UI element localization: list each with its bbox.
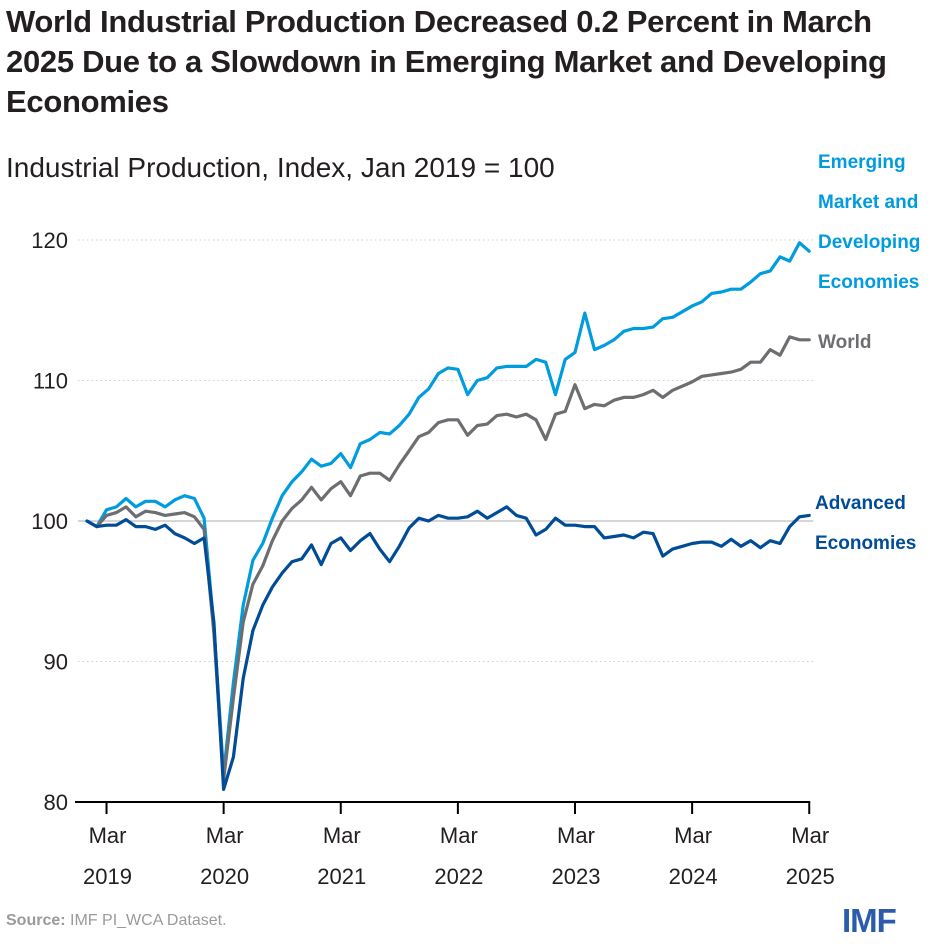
source-note: Source: IMF PI_WCA Dataset. <box>6 912 227 930</box>
series-label: Developing <box>818 232 920 253</box>
x-tick-label-year: 2023 <box>552 864 601 889</box>
chart-title: World Industrial Production Decreased 0.… <box>6 4 887 119</box>
x-axis: Mar 2019 Mar 2020 Mar 2021 Mar 2022 Mar 2023 Mar 20… <box>75 801 835 889</box>
y-tick-label: 90 <box>44 650 68 675</box>
x-tick-label-year: 2020 <box>200 864 249 889</box>
series-label: World <box>818 332 871 353</box>
series-line-emerging-market-and-developing-economies <box>85 241 811 776</box>
series-label: Economies <box>815 533 916 554</box>
y-tick-label: 110 <box>33 369 68 394</box>
series-labels: Emerging Market and Developing Economies Wor… <box>815 152 920 554</box>
y-axis-ticks: 80 90 100 110 120 <box>31 228 68 815</box>
series-label: Economies <box>818 272 919 293</box>
x-tick-label-month: Mar <box>440 823 478 848</box>
y-tick-label: 100 <box>31 509 68 534</box>
series-line-advanced-economies <box>85 505 811 791</box>
x-tick-label-month: Mar <box>674 823 712 848</box>
series-line-world <box>85 335 811 782</box>
x-tick-label-year: 2019 <box>83 864 132 889</box>
y-tick-label: 80 <box>44 790 68 815</box>
source-label: Source: <box>6 912 66 929</box>
series-label: Advanced <box>815 493 906 514</box>
x-tick-label-year: 2024 <box>669 864 718 889</box>
imf-logo: IMF <box>842 902 897 939</box>
source-text: IMF PI_WCA Dataset. <box>65 912 227 929</box>
x-tick-label-month: Mar <box>206 823 244 848</box>
series-label: Market and <box>818 192 918 213</box>
y-tick-label: 120 <box>31 228 68 253</box>
chart-subtitle: Industrial Production, Index, Jan 2019 =… <box>6 152 555 183</box>
x-tick-label-month: Mar <box>323 823 361 848</box>
gridlines <box>78 239 814 662</box>
x-tick-label-year: 2022 <box>434 864 483 889</box>
x-tick-label-month: Mar <box>791 823 829 848</box>
x-tick-label-month: Mar <box>557 823 595 848</box>
x-tick-label-year: 2025 <box>786 864 835 889</box>
x-tick-label-month: Mar <box>89 823 127 848</box>
series-label: Emerging <box>818 152 906 173</box>
series-lines <box>85 241 811 791</box>
x-tick-label-year: 2021 <box>317 864 366 889</box>
